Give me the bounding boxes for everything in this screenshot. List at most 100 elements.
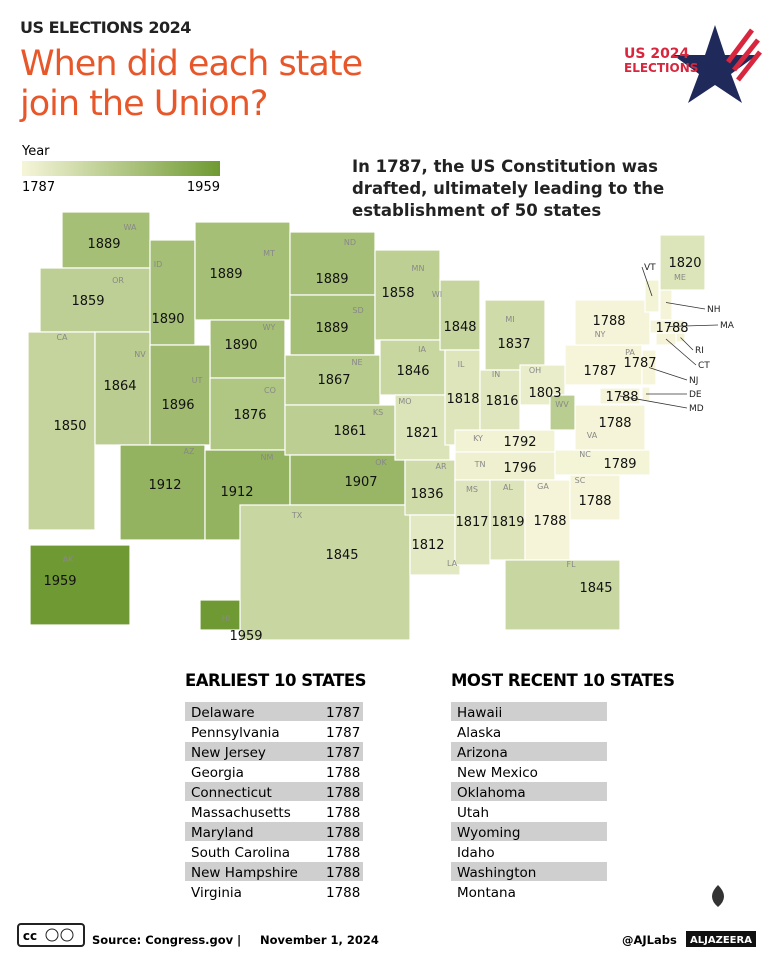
state-name: South Carolina	[191, 845, 290, 861]
state-abbr: IA	[418, 345, 426, 354]
state-year: 1836	[410, 487, 443, 502]
state-year: 1889	[209, 267, 242, 282]
state-name: Utah	[457, 805, 489, 821]
join-year: 1787	[326, 745, 360, 761]
row-stripe	[185, 782, 363, 801]
state	[409, 514, 461, 576]
state-name: New Mexico	[457, 765, 538, 781]
state-year: 1788	[578, 494, 611, 509]
state-abbr: CA	[56, 333, 68, 342]
state	[574, 299, 651, 346]
state	[569, 474, 621, 521]
state-abbr: NM	[261, 453, 274, 462]
state-abbr: KS	[373, 408, 383, 417]
leader-line	[619, 395, 688, 409]
table-title: EARLIEST 10 STATES	[185, 671, 366, 690]
state-year: 1837	[497, 337, 530, 352]
state	[289, 294, 376, 356]
legend-max: 1959	[187, 180, 220, 195]
tables: EARLIEST 10 STATES Delaware 1787 Pennsylvan…	[185, 671, 675, 901]
state-year: 1889	[315, 272, 348, 287]
state	[199, 599, 241, 631]
license-icon	[60, 928, 74, 942]
logo: US 2024 ELECTIONS	[624, 25, 762, 103]
state-name: Pennsylvania	[191, 725, 280, 741]
leader-line	[641, 266, 653, 297]
state-name: Massachusetts	[191, 805, 291, 821]
row-stripe	[451, 862, 607, 881]
row-stripe	[451, 782, 607, 801]
state-name: Connecticut	[191, 785, 272, 801]
kicker: US ELECTIONS 2024	[20, 18, 191, 37]
state-year: 1912	[148, 478, 181, 493]
row-stripe	[451, 822, 607, 841]
brand-box	[686, 931, 756, 947]
source: Source: Congress.gov	[92, 933, 234, 947]
state-name: Idaho	[457, 845, 495, 861]
annotation: In 1787, the US Constitution was drafted…	[352, 157, 665, 220]
state-year: 1959	[229, 629, 262, 644]
state-abbr: TN	[474, 460, 486, 469]
join-year: 1788	[326, 885, 360, 901]
state	[489, 479, 526, 561]
state-name: Wyoming	[457, 825, 520, 841]
title: When did each state join the Union?	[20, 44, 363, 124]
state-name: New Hampshire	[191, 865, 298, 881]
separator: |	[237, 933, 241, 947]
state	[94, 331, 151, 446]
state-abbr: CO	[264, 386, 276, 395]
state-abbr: NE	[351, 358, 362, 367]
state-abbr: WV	[555, 400, 569, 409]
state-name: Georgia	[191, 765, 244, 781]
state	[404, 459, 456, 516]
state-name: Arizona	[457, 745, 508, 761]
state	[454, 451, 556, 481]
state-name: Alaska	[457, 725, 501, 741]
state-abbr: NY	[595, 330, 606, 339]
map: WA 1889 OR 1859 CA 1850 ID 1890 NV 1864 MT 1889 WY 18…	[27, 211, 735, 644]
leader-line	[665, 302, 706, 310]
join-year: 1788	[326, 845, 360, 861]
state-year: 1789	[603, 457, 636, 472]
state-year: 1787	[583, 364, 616, 379]
state	[554, 449, 651, 476]
row-stripe	[185, 822, 363, 841]
state-abbr: MA	[720, 321, 735, 331]
state-abbr: RI	[695, 346, 704, 356]
license: cc	[23, 929, 37, 943]
state-abbr: AK	[63, 555, 74, 564]
state-year: 1959	[43, 574, 76, 589]
state-abbr: IN	[492, 370, 500, 379]
state-name: Montana	[457, 885, 516, 901]
state	[374, 249, 441, 341]
state	[379, 339, 446, 396]
logo-text: ELECTIONS	[624, 61, 698, 75]
state	[194, 221, 291, 321]
state	[289, 231, 376, 296]
state	[439, 279, 481, 351]
state-year: 1861	[333, 424, 366, 439]
state	[284, 354, 381, 406]
row-stripe	[451, 702, 607, 721]
state-abbr: MD	[689, 404, 704, 414]
state-year: 1821	[405, 426, 438, 441]
state-abbr: MO	[398, 397, 411, 406]
date: November 1, 2024	[260, 933, 379, 947]
state-name: New Jersey	[191, 745, 266, 761]
state-year: 1816	[485, 394, 518, 409]
state-abbr: MS	[466, 485, 478, 494]
state-year: 1864	[103, 379, 136, 394]
state-abbr: VT	[644, 263, 656, 273]
leader-line	[665, 338, 697, 366]
state	[484, 299, 546, 371]
state	[504, 559, 621, 631]
state-name: Oklahoma	[457, 785, 526, 801]
state-year: 1876	[233, 408, 266, 423]
state-abbr: IL	[458, 360, 465, 369]
state-abbr: TX	[291, 511, 303, 520]
state-abbr: UT	[192, 376, 203, 385]
state-year: 1803	[528, 386, 561, 401]
state-name: Washington	[457, 865, 536, 881]
leader-line	[680, 337, 694, 351]
legend-title: Year	[21, 144, 50, 159]
